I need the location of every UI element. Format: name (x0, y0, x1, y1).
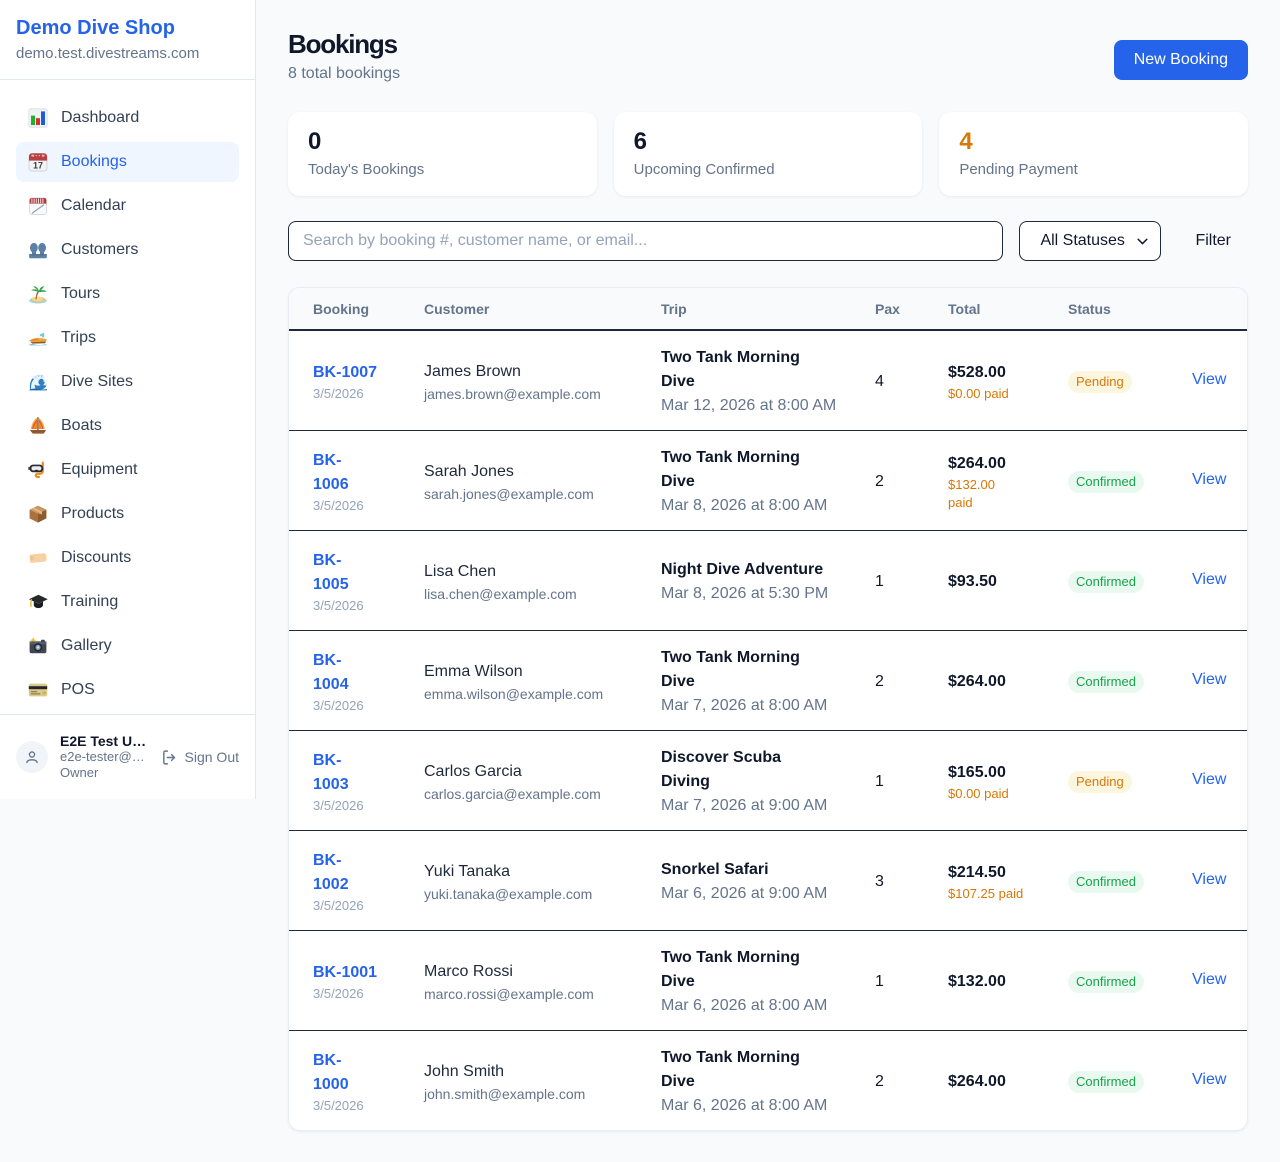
svg-text:17: 17 (33, 160, 43, 170)
